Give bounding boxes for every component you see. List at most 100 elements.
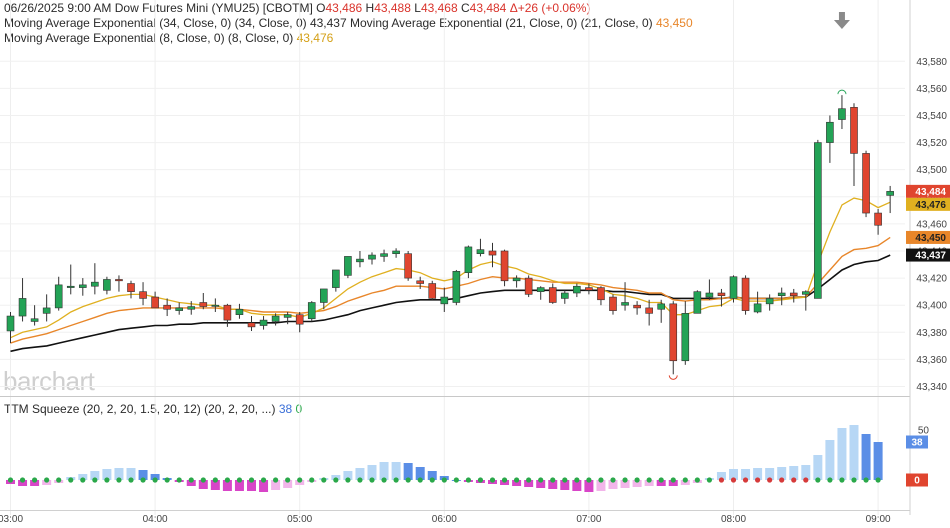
squeeze-dot-off	[200, 477, 206, 483]
ttm-bar-negative	[620, 480, 630, 488]
y-tick-label: 43,560	[916, 84, 947, 95]
candle-up	[814, 142, 822, 299]
candle-down	[862, 153, 870, 214]
ttm-tag	[906, 435, 928, 449]
ttm-bar-negative	[210, 480, 220, 490]
ema34-line	[10, 254, 891, 353]
legend-open-label: O	[316, 1, 326, 15]
ttm-bar-negative	[18, 480, 28, 486]
candle-up	[332, 269, 340, 288]
squeeze-dot-off	[236, 477, 243, 483]
squeeze-dot-off	[851, 477, 857, 483]
legend-ema8-value: 43,476	[296, 31, 334, 45]
ttm-bar-negative	[222, 480, 232, 491]
ttm-tag-label: 0	[914, 476, 920, 487]
squeeze-dot-off	[44, 477, 50, 483]
candle-up	[512, 277, 521, 282]
ttm-bar-negative	[572, 480, 582, 491]
candle-down	[645, 307, 653, 314]
candle-up	[681, 313, 690, 362]
squeeze-dot-off	[489, 477, 496, 483]
price-tag-ema8	[906, 197, 950, 211]
x-tick-label: 08:00	[721, 514, 746, 525]
ttm-bar-positive	[873, 442, 883, 480]
ema8-line	[10, 197, 891, 339]
y-tick-label: 43,580	[916, 57, 947, 68]
squeeze-dot-off	[682, 477, 688, 483]
price-tag-label-close: 43,484	[915, 187, 946, 198]
squeeze-dot-on	[742, 477, 749, 483]
squeeze-dot-off	[297, 477, 303, 483]
squeeze-dot-off	[706, 477, 713, 483]
candle-down	[115, 279, 123, 282]
candle-down	[428, 283, 437, 299]
legend-ttm-label: TTM Squeeze (20, 2, 20, 1.5, 20, 12) (20…	[4, 402, 276, 416]
ttm-bar-positive	[367, 465, 377, 480]
squeeze-dot-off	[321, 477, 327, 483]
candle-up	[886, 191, 894, 196]
ttm-bar-negative	[596, 480, 606, 491]
candle-up	[452, 271, 461, 303]
squeeze-dot-off	[670, 477, 676, 483]
candle-up	[103, 279, 111, 291]
candle-down	[488, 250, 497, 256]
y-tick-label: 43,400	[916, 301, 947, 312]
candle-up	[464, 246, 473, 273]
ttm-bar-negative	[560, 480, 570, 490]
y-tick-label: 43,340	[916, 382, 947, 393]
candle-down	[597, 287, 605, 301]
ttm-bar-positive	[138, 470, 148, 480]
candle-down	[416, 280, 425, 284]
candle-up	[259, 319, 268, 326]
legend-open: 43,486	[325, 1, 363, 15]
candle-up	[838, 108, 846, 120]
candle-up	[307, 302, 316, 320]
legend-high-label: H	[365, 1, 375, 15]
candle-down	[789, 292, 798, 297]
ttm-bar-negative	[198, 480, 208, 489]
squeeze-dot-off	[417, 477, 423, 483]
candle-up	[440, 296, 449, 305]
ttm-tag-label: 38	[911, 438, 923, 449]
y-tick-label: 43,360	[916, 355, 947, 366]
x-tick-label: 03:00	[0, 514, 23, 525]
ttm-bar-negative	[259, 480, 269, 492]
squeeze-dot-off	[260, 477, 267, 483]
candle-up	[621, 302, 629, 306]
candle-down	[609, 296, 617, 311]
candle-up	[657, 303, 666, 310]
candle-up	[380, 253, 388, 257]
price-tag-label-ema8: 43,476	[915, 200, 946, 211]
ttm-bar-negative	[668, 480, 678, 486]
squeeze-dot-off	[381, 477, 387, 483]
squeeze-dot-off	[333, 477, 339, 483]
squeeze-dot-off	[465, 477, 471, 483]
squeeze-dot-off	[550, 477, 556, 483]
candle-up	[211, 304, 220, 307]
squeeze-dot-off	[116, 477, 122, 483]
legend-ema34-value: 43,437	[309, 16, 347, 30]
candle-up	[283, 314, 292, 318]
legend-datetime: 06/26/2025 9:00 AM	[4, 1, 112, 15]
squeeze-dot-on	[791, 477, 797, 483]
ttm-bar-positive	[355, 468, 365, 480]
squeeze-dot-off	[176, 477, 182, 483]
price-tag-ema34	[906, 248, 950, 262]
candle-up	[753, 303, 762, 313]
ttm-bar-positive	[825, 440, 835, 480]
candle-down	[548, 287, 557, 303]
squeeze-dot-off	[453, 477, 459, 483]
candle-down	[404, 253, 412, 279]
x-tick-label: 09:00	[866, 514, 891, 525]
low-marker	[668, 375, 678, 380]
candle-up	[79, 284, 87, 288]
x-tick-label: 04:00	[143, 514, 168, 525]
legend-symbol: Dow Futures Mini (YMU25) [CBOTM]	[114, 1, 313, 15]
watermark-text: barchart	[3, 366, 96, 396]
ttm-bar-positive	[90, 471, 100, 480]
ttm-tag	[906, 473, 928, 487]
squeeze-dot-off	[104, 477, 110, 483]
candle-up	[66, 285, 75, 288]
candle-up	[693, 291, 702, 314]
